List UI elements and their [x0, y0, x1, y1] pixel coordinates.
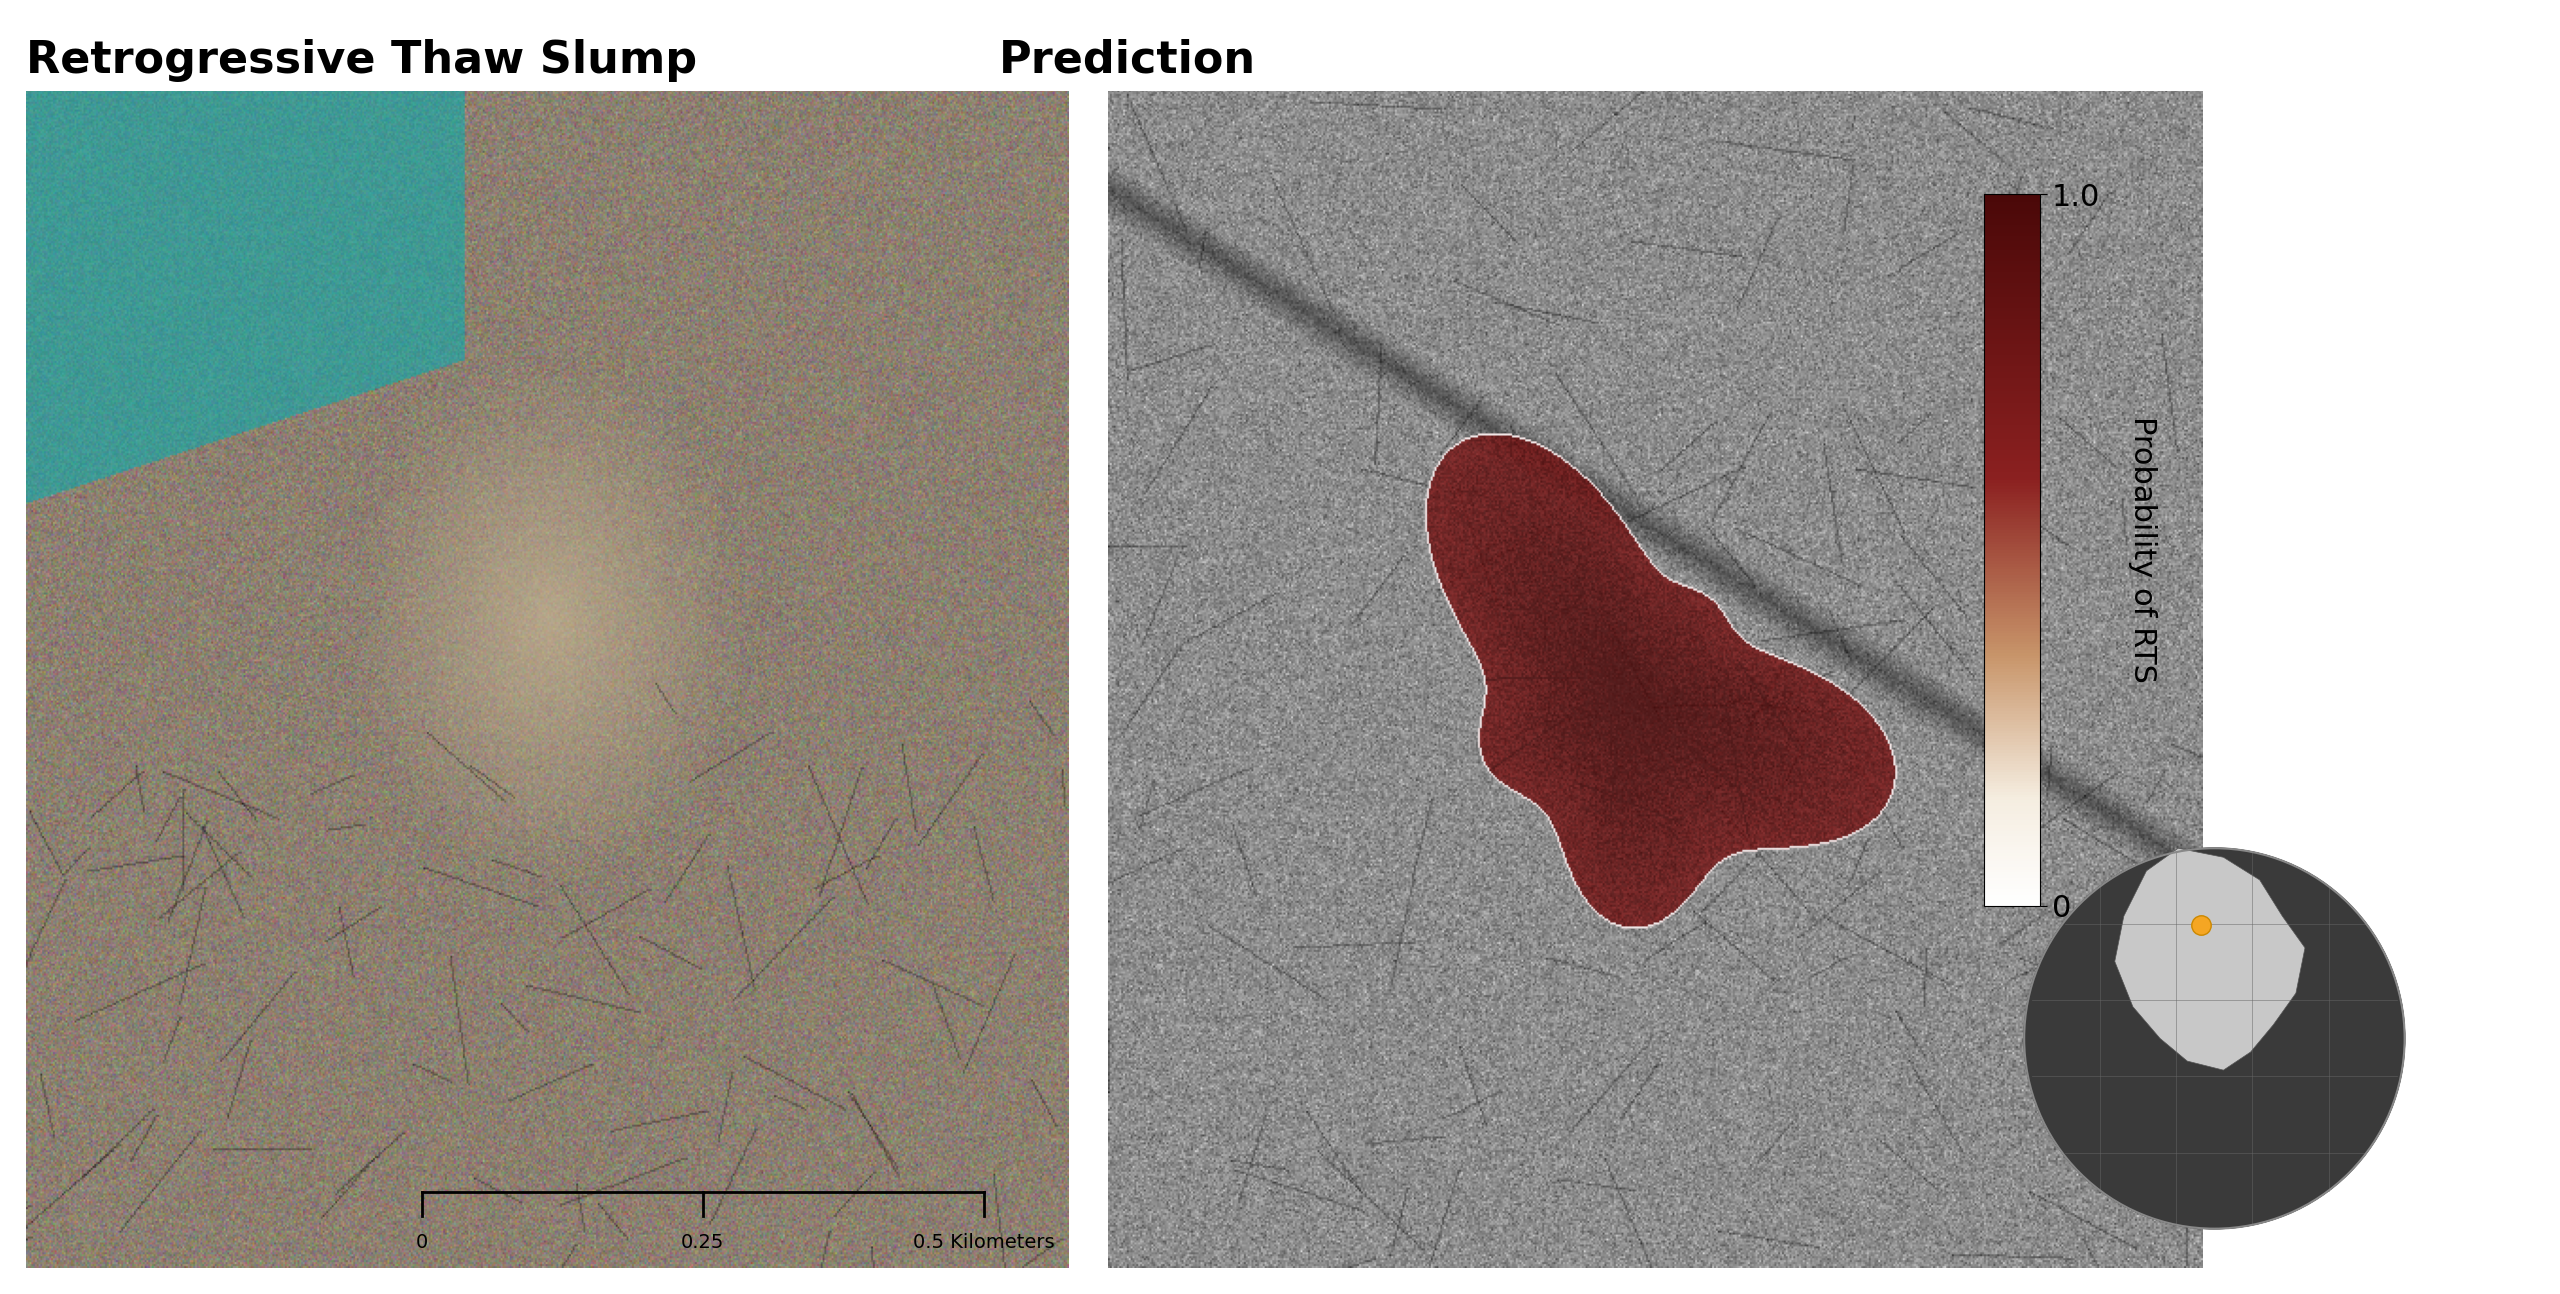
Circle shape	[2025, 849, 2404, 1229]
Text: Prediction: Prediction	[998, 39, 1254, 82]
Y-axis label: Probability of RTS: Probability of RTS	[2127, 417, 2158, 683]
Circle shape	[2025, 849, 2404, 1229]
Text: Retrogressive Thaw Slump: Retrogressive Thaw Slump	[26, 39, 696, 82]
Polygon shape	[2115, 849, 2304, 1070]
